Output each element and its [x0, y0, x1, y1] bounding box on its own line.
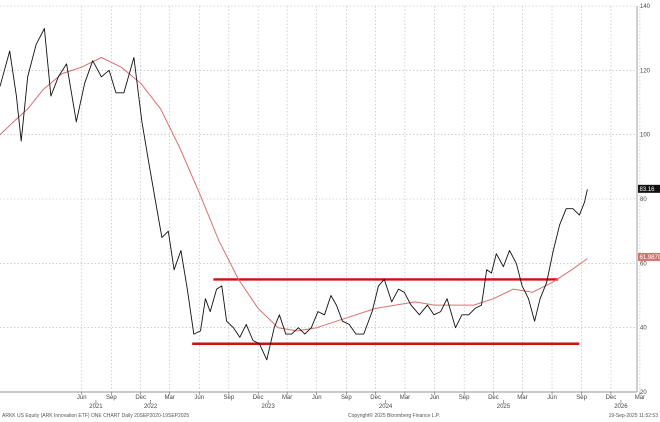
series-line-2	[0, 57, 588, 332]
x-month-label: Sep	[341, 395, 352, 401]
x-month-label: Mar	[400, 395, 410, 401]
x-month-label: Sep	[576, 395, 587, 401]
value-tag-label-1: 83.16	[640, 187, 656, 193]
value-tag-bg-1	[638, 184, 660, 193]
x-month-label: Sep	[459, 395, 470, 401]
x-month-label: Jun	[430, 395, 440, 401]
x-month-label: Dec	[135, 395, 146, 401]
x-month-label: Sep	[224, 395, 235, 401]
axis-lines	[0, 6, 641, 404]
y-tick-label: 40	[640, 326, 647, 332]
x-year-label: 2022	[144, 404, 158, 410]
y-tick-label: 20	[640, 390, 647, 396]
x-month-label: Dec	[488, 395, 499, 401]
x-month-label: Jun	[547, 395, 557, 401]
value-tag-label-2: 61.9879	[640, 255, 660, 261]
y-tick-label: 120	[640, 68, 651, 74]
y-tick-label: 60	[640, 261, 647, 267]
last-value-tags: 83.16 61.9879	[638, 184, 660, 261]
y-tick-label: 80	[640, 197, 647, 203]
value-tag-bg-2	[638, 252, 660, 261]
x-month-label: Dec	[253, 395, 264, 401]
x-month-label: Mar	[517, 395, 527, 401]
x-month-label: Dec	[370, 395, 381, 401]
x-axis-labels: Jun Sep Dec Mar Jun Sep Dec Mar Jun Sep Dec Mar Jun S…	[77, 395, 645, 410]
x-month-label: Mar	[635, 395, 645, 401]
x-year-label: 2024	[379, 404, 393, 410]
x-year-label: 2021	[89, 404, 103, 410]
support-resistance-lines	[192, 278, 580, 345]
y-tick-label: 100	[640, 133, 651, 139]
grid-lines	[0, 5, 641, 393]
x-month-label: Mar	[282, 395, 292, 401]
x-month-label: Mar	[164, 395, 174, 401]
footer-right-text: 19-Sep-2025 11:52:53	[609, 413, 659, 419]
x-year-label: 2025	[497, 404, 511, 410]
series-group	[0, 28, 588, 361]
x-month-label: Jun	[77, 395, 87, 401]
x-month-label: Jun	[312, 395, 322, 401]
x-month-label: Sep	[106, 395, 117, 401]
series-line-1	[0, 28, 588, 361]
x-year-label: 2023	[261, 404, 275, 410]
footer-center-text: Copyright© 2025 Bloomberg Finance L.P.	[348, 412, 440, 419]
y-tick-label: 140	[640, 4, 651, 10]
x-year-label: 2026	[614, 404, 628, 410]
footer: ARKK US Equity (ARK Innovation ETF) ONE …	[2, 412, 658, 419]
x-month-label: Dec	[606, 395, 617, 401]
y-axis-labels: 20 40 60 80 100 120 140	[640, 4, 651, 396]
x-month-label: Jun	[194, 395, 204, 401]
footer-left-text: ARKK US Equity (ARK Innovation ETF) ONE …	[2, 413, 189, 419]
